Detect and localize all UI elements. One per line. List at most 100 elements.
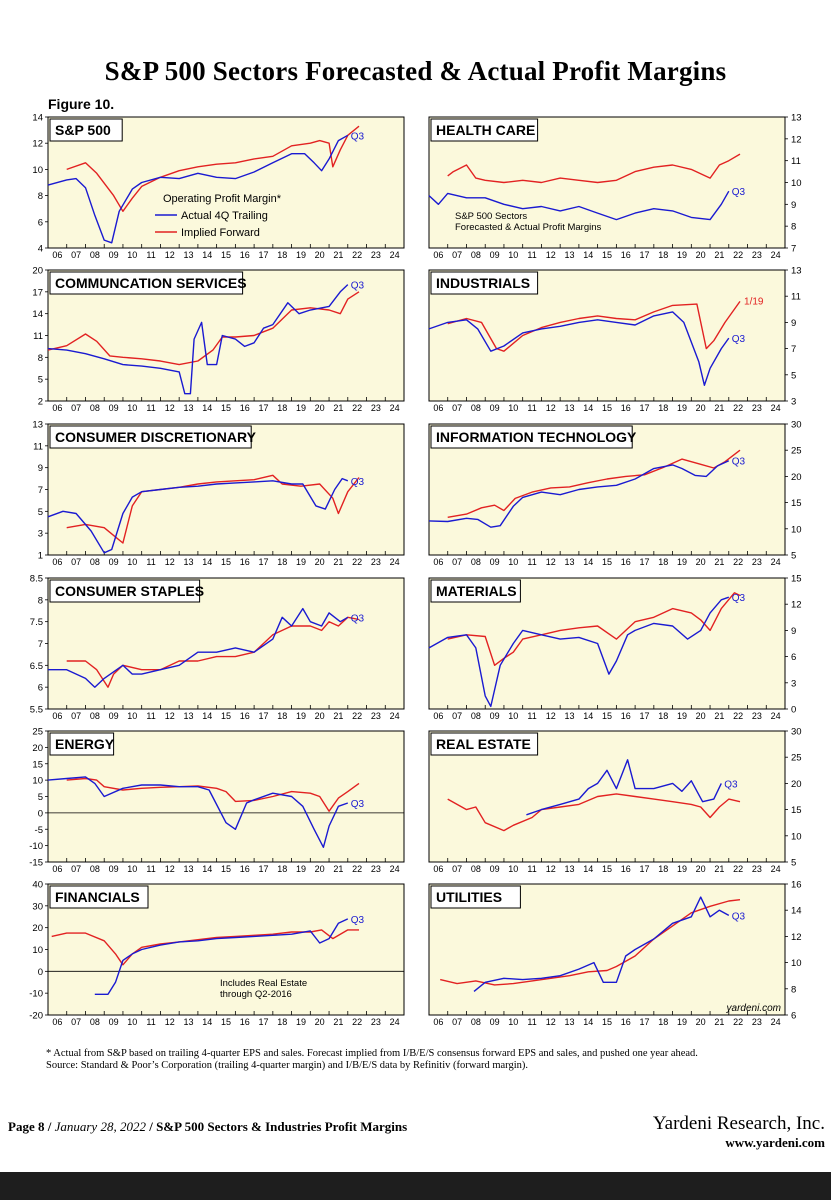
bottom-bar [0, 1172, 831, 1200]
x-tick-label: 06 [433, 864, 443, 874]
last-value-label: Q3 [351, 613, 365, 624]
x-tick-label: 13 [184, 403, 194, 413]
y-tick-label: 20 [32, 923, 43, 934]
x-tick-label: 13 [565, 711, 575, 721]
x-tick-label: 18 [658, 864, 668, 874]
series-actual [94, 918, 349, 995]
footer-page: Page 8 [8, 1119, 45, 1134]
chart-title: S&P 500 [55, 122, 111, 138]
x-tick-label: 11 [146, 403, 155, 413]
x-tick-label: 08 [471, 557, 481, 567]
x-tick-label: 23 [752, 250, 762, 260]
x-tick-label: 15 [221, 250, 231, 260]
x-tick-label: 14 [583, 1017, 593, 1027]
last-value-label: Q3 [732, 457, 746, 468]
chart-title: INDUSTRIALS [436, 275, 530, 291]
chart-title-box [430, 579, 521, 603]
x-tick-label: 12 [546, 403, 556, 413]
chart-panel-health-care: 7 8 9 10 11 12 13 06 07 08 09 10 11 12 13 14 15 16 17 18 19 2… [428, 113, 802, 260]
x-tick-label: 17 [258, 403, 268, 413]
y-tick-label: 25 [791, 753, 802, 764]
x-tick-label: 11 [527, 711, 536, 721]
x-tick-label: 09 [109, 250, 119, 260]
y-tick-label: 10 [32, 945, 43, 956]
x-tick-label: 10 [127, 1017, 137, 1027]
y-tick-label: 12 [791, 600, 802, 611]
legend-label-forward: Implied Forward [181, 227, 260, 239]
y-tick-label: 20 [32, 743, 43, 754]
x-tick-label: 24 [390, 864, 400, 874]
y-tick-label: 7 [38, 485, 43, 496]
x-tick-label: 23 [371, 711, 381, 721]
figure-label: Figure 10. [48, 96, 115, 112]
x-tick-label: 18 [658, 711, 668, 721]
x-tick-label: 14 [202, 864, 212, 874]
y-tick-label: 12 [791, 134, 802, 145]
x-tick-label: 08 [90, 864, 100, 874]
x-tick-label: 13 [565, 403, 575, 413]
x-tick-label: 21 [333, 557, 343, 567]
x-tick-label: 13 [184, 557, 194, 567]
y-tick-label: 7.5 [30, 617, 43, 628]
chart-panel-communication-services: 2 5 8 11 14 17 20 06 07 08 09 10 11 12 13 14 15 16 17 18 19 2… [32, 266, 405, 413]
x-tick-label: 18 [277, 250, 287, 260]
chart-title-box [430, 271, 539, 295]
x-tick-label: 22 [733, 1017, 743, 1027]
series-actual [48, 607, 349, 688]
chart-title: REAL ESTATE [436, 736, 531, 752]
x-tick-label: 12 [165, 864, 175, 874]
x-tick-label: 16 [621, 403, 631, 413]
chart-note: Includes Real Estate [220, 978, 307, 989]
series-actual [473, 896, 730, 992]
x-tick-label: 06 [433, 403, 443, 413]
footnote: * Actual from S&P based on trailing 4-qu… [46, 1048, 806, 1072]
x-tick-label: 21 [714, 557, 724, 567]
x-tick-label: 09 [109, 711, 119, 721]
y-tick-label: 25 [791, 446, 802, 457]
x-tick-label: 22 [733, 864, 743, 874]
x-tick-label: 07 [71, 250, 81, 260]
x-tick-label: 13 [565, 557, 575, 567]
x-tick-label: 17 [639, 557, 649, 567]
x-tick-label: 06 [433, 711, 443, 721]
chart-title-box [430, 732, 539, 756]
footer-company-block: Yardeni Research, Inc. www.yardeni.com [653, 1113, 825, 1151]
x-tick-label: 16 [621, 864, 631, 874]
y-tick-label: 10 [791, 958, 802, 969]
x-tick-label: 23 [371, 557, 381, 567]
chart-title-box [49, 579, 201, 603]
x-tick-label: 13 [565, 864, 575, 874]
x-tick-label: 07 [452, 557, 462, 567]
x-tick-label: 11 [146, 711, 155, 721]
x-tick-label: 19 [677, 711, 687, 721]
y-tick-label: 0 [38, 967, 43, 978]
last-value-label: Q3 [732, 911, 746, 922]
y-tick-label: 8 [791, 222, 796, 233]
x-tick-label: 14 [202, 250, 212, 260]
y-tick-label: 6 [791, 652, 796, 663]
chart-title: UTILITIES [436, 889, 502, 905]
x-tick-label: 14 [202, 557, 212, 567]
chart-note: Forecasted & Actual Profit Margins [455, 222, 602, 233]
x-tick-label: 17 [639, 711, 649, 721]
x-tick-label: 16 [240, 403, 250, 413]
x-tick-label: 09 [490, 1017, 500, 1027]
x-tick-label: 10 [508, 250, 518, 260]
x-tick-label: 19 [296, 250, 306, 260]
x-tick-label: 24 [390, 557, 400, 567]
y-tick-label: -10 [29, 841, 43, 852]
chart-title: INFORMATION TECHNOLOGY [436, 429, 637, 445]
y-tick-label: 5 [791, 858, 796, 869]
y-tick-label: 5 [38, 507, 43, 518]
chart-title-box [49, 885, 149, 909]
x-tick-label: 07 [71, 711, 81, 721]
chart-panel-consumer-staples: 5.5 6 6.5 7 7.5 8 8.5 06 07 08 09 10 11 12 13 14 15 16 17 1… [30, 574, 405, 721]
y-tick-label: 3 [791, 397, 796, 408]
last-value-label: Q3 [351, 915, 365, 926]
x-tick-label: 17 [258, 1017, 268, 1027]
x-tick-label: 12 [546, 250, 556, 260]
x-tick-label: 12 [165, 403, 175, 413]
x-tick-label: 16 [240, 864, 250, 874]
x-tick-label: 20 [315, 403, 325, 413]
